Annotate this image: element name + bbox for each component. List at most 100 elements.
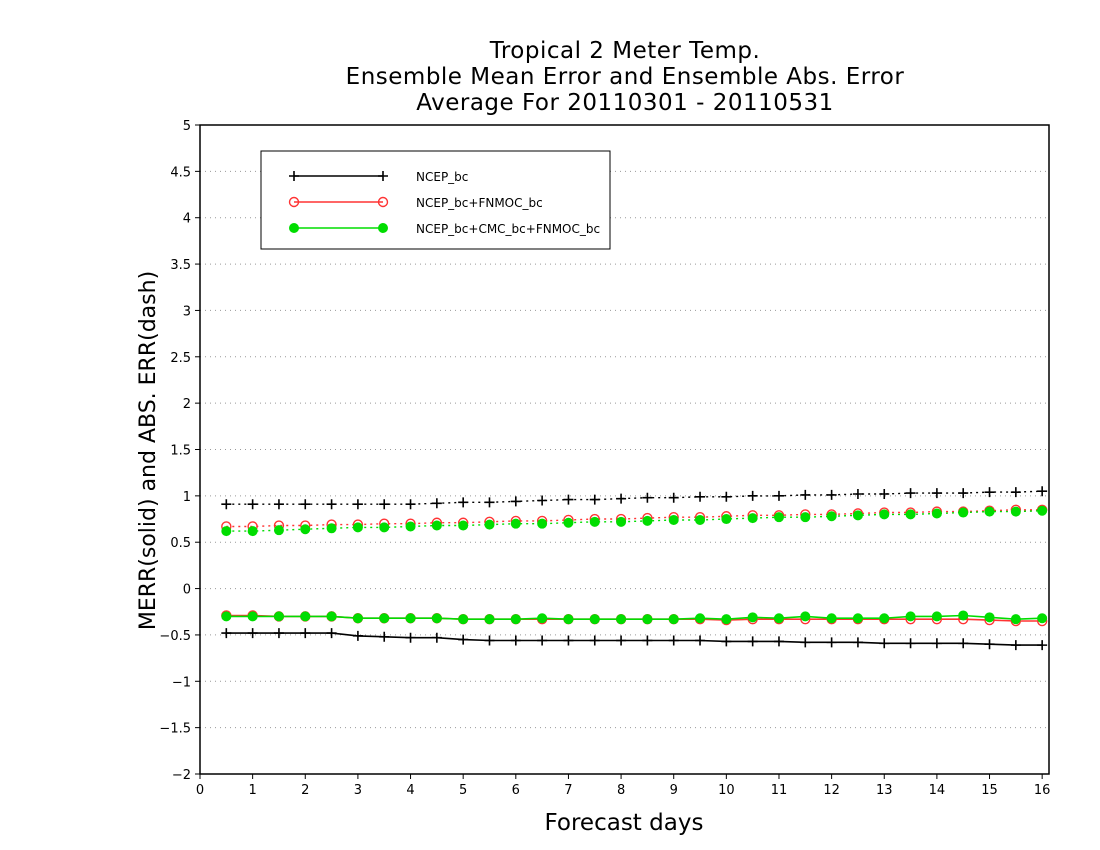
legend-label-0: NCEP_bc [416, 170, 468, 184]
x-tick-label-13: 13 [876, 783, 893, 798]
series-0-abs-err-point [800, 489, 811, 500]
y-tick-label-4: 0 [183, 583, 191, 598]
series-2-abs-err-point [721, 514, 732, 525]
x-tick-label-16: 16 [1034, 783, 1051, 798]
series-0-abs-err-point [879, 489, 890, 500]
series-0-merr-point [326, 628, 337, 639]
series-0-merr-point [589, 635, 600, 646]
series-0-abs-err-point [589, 494, 600, 505]
series-0-merr-point [484, 635, 495, 646]
series-2-abs-err-point [563, 517, 574, 528]
series-2-merr-point [510, 614, 521, 625]
series-2-abs-err-point [326, 523, 337, 534]
x-tick-label-0: 0 [196, 783, 204, 798]
y-tick-label-6: 1 [183, 490, 191, 505]
y-tick-label-13: 4.5 [170, 165, 191, 180]
series-0-abs-err-point [931, 488, 942, 499]
series-0-merr-point [537, 635, 548, 646]
series-0-merr-point [931, 638, 942, 649]
series-0-merr-point [852, 637, 863, 648]
series-2-abs-err-point [352, 522, 363, 533]
series-0-merr-point [431, 632, 442, 643]
series-2-merr-point [984, 612, 995, 623]
series-0-abs-err-point [326, 499, 337, 510]
series-2-abs-err-point [773, 512, 784, 523]
series-0-merr-point [1010, 640, 1021, 651]
series-0-merr-line [226, 632, 1043, 646]
legend-marker-end-0 [378, 171, 388, 181]
x-tick-label-15: 15 [981, 783, 998, 798]
series-0-abs-err-point [747, 490, 758, 501]
series-0-merr-point [958, 638, 969, 649]
series-0-abs-err-point [852, 489, 863, 500]
x-tick-label-12: 12 [823, 783, 840, 798]
series-0-abs-err-point [484, 497, 495, 508]
series-0-merr-point [221, 628, 232, 639]
series-0-abs-err-point [1010, 487, 1021, 498]
series-0-abs-err-point [379, 499, 390, 510]
series-2-merr-point [379, 613, 390, 624]
series-0-abs-err-point [642, 492, 653, 503]
series-0-abs-err-point [273, 499, 284, 510]
x-tick-label-2: 2 [301, 783, 309, 798]
y-tick-label-8: 2 [183, 397, 191, 412]
series-2-abs-err-point [879, 509, 890, 520]
x-tick-label-10: 10 [718, 783, 735, 798]
series-2-abs-err-point [589, 516, 600, 527]
series-0-merr-point [984, 639, 995, 650]
series-0-abs-err-point [431, 498, 442, 509]
series-0-merr-point [273, 628, 284, 639]
series-0-merr-point [800, 637, 811, 648]
series-0-abs-err-line [226, 490, 1043, 505]
series-2-merr-point [616, 614, 627, 625]
series-2-abs-err-point [300, 524, 311, 535]
series-2-abs-err-point [273, 525, 284, 536]
series-2-merr-point [905, 611, 916, 622]
x-tick-label-14: 14 [929, 783, 946, 798]
series-0-abs-err-point [458, 497, 469, 508]
legend-label-1: NCEP_bc+FNMOC_bc [416, 196, 543, 210]
legend-marker-end-2 [378, 223, 388, 233]
y-tick-label-2: −1 [172, 675, 191, 690]
series-0-abs-err-point [1037, 486, 1048, 497]
series-0-merr-point [747, 636, 758, 647]
series-2-abs-err-line [226, 510, 1043, 532]
series-2-merr-point [958, 610, 969, 621]
series-0-abs-err-point [537, 495, 548, 506]
series-2-abs-err-point [642, 515, 653, 526]
series-2-abs-err-point [431, 520, 442, 531]
series-1-abs-err-line [226, 509, 1043, 528]
x-tick-label-8: 8 [617, 783, 625, 798]
y-tick-label-3: −0.5 [159, 629, 191, 644]
series-2-abs-err-point [695, 514, 706, 525]
series-2-abs-err-point [958, 507, 969, 518]
x-axis-label: Forecast days [544, 810, 704, 836]
series-0-merr-point [721, 636, 732, 647]
x-tick-label-9: 9 [670, 783, 678, 798]
series-2-abs-err-point [537, 518, 548, 529]
series-2-abs-err-point [747, 513, 758, 524]
legend-box [260, 150, 611, 250]
series-0-merr-point [826, 637, 837, 648]
series-2-merr-point [931, 611, 942, 622]
y-axis-label: MERR(solid) and ABS. ERR(dash) [135, 270, 161, 630]
x-tick-label-5: 5 [459, 783, 467, 798]
series-2-merr-point [458, 614, 469, 625]
chart-title-line-1: Tropical 2 Meter Temp. [489, 38, 761, 64]
x-tick-label-7: 7 [564, 783, 572, 798]
series-2-merr-point [721, 614, 732, 625]
y-tick-label-10: 3 [183, 304, 191, 319]
series-2-abs-err-point [931, 508, 942, 519]
series-2-merr-point [1010, 614, 1021, 625]
series-2-merr-point [589, 614, 600, 625]
series-2-abs-err-point [379, 522, 390, 533]
series-2-abs-err-point [1010, 506, 1021, 517]
series-0-abs-err-point [563, 494, 574, 505]
series-2-merr-point [826, 613, 837, 624]
series-2-merr-point [537, 613, 548, 624]
series-0-abs-err-point [984, 487, 995, 498]
x-tick-label-1: 1 [248, 783, 256, 798]
series-0-merr-point [905, 638, 916, 649]
x-tick-label-4: 4 [406, 783, 414, 798]
